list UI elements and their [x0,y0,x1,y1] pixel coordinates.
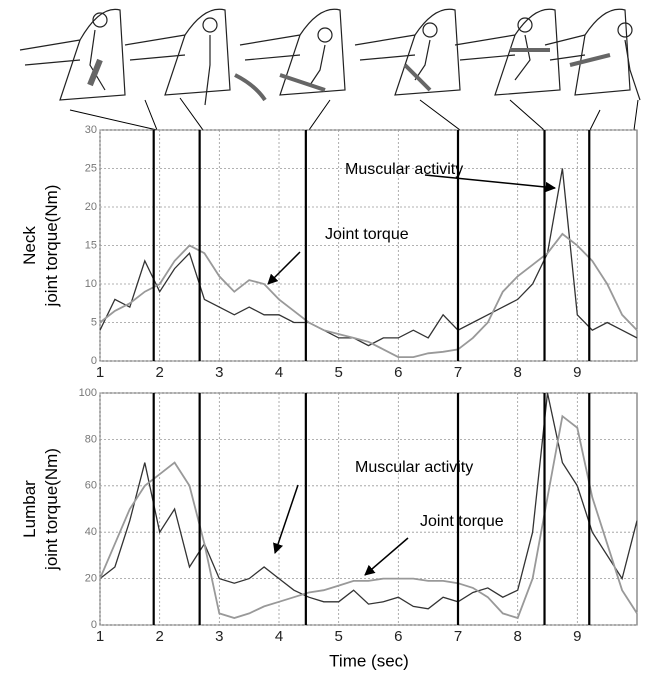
y-tick-label: 60 [85,480,97,492]
x-tick-label: 7 [454,628,462,645]
annotation-arrow [364,537,409,576]
x-tick-label: 1 [96,364,104,381]
x-tick-label: 9 [573,628,581,645]
plot-area [99,392,638,626]
y-tick-label: 20 [85,201,97,213]
y-tick-label: 40 [85,526,97,538]
x-tick-label: 2 [155,364,163,381]
data-line [99,232,638,358]
illustrations [19,8,641,106]
y-axis-title-line: Lumbar [20,480,39,538]
annotation: Joint torque [420,513,504,530]
annotation: Muscular activity [345,161,463,178]
y-axis-title: Neck joint torque(Nm) [20,185,61,308]
x-tick-label: 4 [275,364,283,381]
x-tick-label: 8 [513,364,521,381]
y-tick-label: 30 [85,124,97,136]
y-tick-label: 0 [91,355,97,367]
annotation: Joint torque [325,226,409,243]
x-tick-label: 7 [454,364,462,381]
y-tick-label: 25 [85,162,97,174]
x-tick-label: 6 [394,628,402,645]
x-tick-label: 4 [275,628,283,645]
y-tick-label: 100 [79,387,97,399]
x-tick-label: 8 [513,628,521,645]
x-tick-label: 9 [573,364,581,381]
data-line [99,392,638,610]
x-tick-label: 5 [334,628,342,645]
y-axis-title-line: joint torque(Nm) [42,185,61,308]
y-tick-label: 10 [85,278,97,290]
annotation-arrow [273,484,299,554]
x-axis-title: Time (sec) [329,651,409,670]
x-tick-label: 5 [334,364,342,381]
x-tick-label: 3 [215,364,223,381]
x-tick-label: 1 [96,628,104,645]
y-tick-label: 5 [91,316,97,328]
annotation-arrow [424,174,557,193]
y-axis-title-line: Neck [20,226,39,265]
connectors [69,97,639,131]
y-axis-title: Lumbar joint torque(Nm) [20,448,61,571]
y-tick-label: 15 [85,239,97,251]
y-tick-label: 80 [85,433,97,445]
annotation-arrow [267,251,301,285]
data-line [99,414,638,620]
annotation: Muscular activity [355,459,473,476]
x-tick-label: 6 [394,364,402,381]
y-tick-label: 0 [91,619,97,631]
y-tick-label: 20 [85,573,97,585]
x-tick-label: 3 [215,628,223,645]
x-tick-label: 2 [155,628,163,645]
y-axis-title-line: joint torque(Nm) [42,448,61,571]
